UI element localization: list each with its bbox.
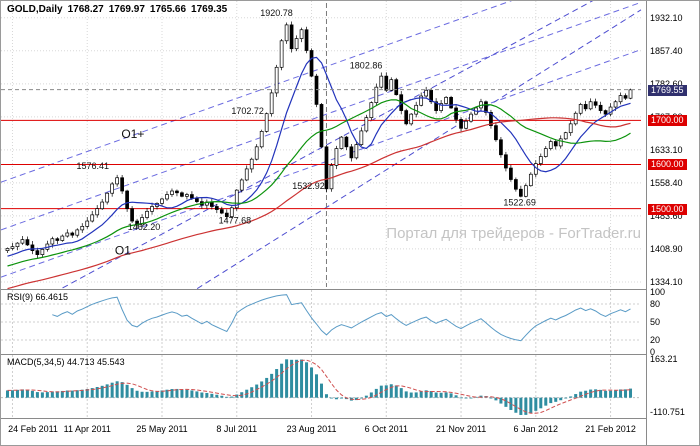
rsi-tick-label: 50 — [650, 317, 661, 327]
macd-min-label: -110.751 — [650, 407, 685, 417]
macd-signal-line — [7, 359, 631, 414]
price-tick-label: 1857.40 — [650, 46, 683, 56]
price-axis[interactable]: 1932.101857.401782.601707.901633.101558.… — [646, 1, 699, 445]
svg-text:O1: O1 — [115, 244, 131, 258]
symbol-name: GOLD,Daily — [7, 4, 63, 15]
macd-label: MACD(5,34,5) 44.713 45.543 — [7, 357, 125, 367]
svg-text:1477.68: 1477.68 — [219, 216, 252, 226]
date-tick-label: 6 Jan 2012 — [513, 424, 559, 434]
svg-text:1522.69: 1522.69 — [503, 198, 536, 208]
level-price-badge: 1700.00 — [648, 115, 687, 126]
watermark: Портал для трейдеров - ForTrader.ru — [386, 225, 641, 242]
quote-low: 1765.66 — [149, 4, 187, 15]
price-annotations: 1920.78 1802.86 1702.72 1576.41 1532.92 1477.… — [77, 8, 536, 258]
date-tick-label: 6 Oct 2011 — [364, 424, 408, 434]
price-tick-label: 1633.10 — [650, 145, 683, 155]
rsi-tick-label: 20 — [650, 335, 661, 345]
rsi-grid — [1, 290, 641, 354]
svg-text:1920.78: 1920.78 — [260, 8, 293, 18]
date-tick-label: 25 May 2011 — [136, 424, 188, 434]
date-tick-label: 23 Aug 2011 — [286, 424, 337, 434]
rsi-tick-label: 80 — [650, 299, 661, 309]
candles-layer — [5, 21, 633, 259]
svg-text:1532.92: 1532.92 — [292, 181, 325, 191]
current-price-badge: 1769.55 — [648, 85, 687, 96]
ma-fast-blue — [7, 56, 631, 257]
price-tick-label: 1558.40 — [650, 178, 683, 188]
ma-slow-red — [7, 117, 631, 289]
price-chart[interactable]: 1920.78 1802.86 1702.72 1576.41 1532.92 1477.… — [1, 1, 646, 289]
price-tick-label: 1483.60 — [650, 211, 683, 221]
date-tick-label: 21 Nov 2011 — [435, 424, 487, 434]
macd-panel[interactable] — [1, 355, 646, 418]
macd-max-label: 163.21 — [650, 354, 678, 364]
svg-text:O1+: O1+ — [121, 127, 144, 141]
quote-open: 1768.27 — [67, 4, 104, 15]
rsi-label: RSI(9) 66.4615 — [7, 292, 69, 302]
price-tick-label: 1782.60 — [650, 79, 683, 89]
svg-text:1802.86: 1802.86 — [350, 61, 383, 71]
price-tick-label: 1334.10 — [650, 277, 683, 287]
svg-text:1576.41: 1576.41 — [77, 161, 110, 171]
svg-text:1702.72: 1702.72 — [231, 106, 264, 116]
symbol-ohlc-label: GOLD,Daily 1768.27 1769.97 1765.66 1769.35 — [7, 4, 232, 15]
panel-separator[interactable] — [1, 354, 699, 355]
date-tick-label: 8 Jul 2011 — [216, 424, 258, 434]
quote-close: 1769.35 — [191, 4, 228, 15]
date-tick-label: 11 Apr 2011 — [63, 424, 111, 434]
rsi-tick-label: 0 — [650, 347, 656, 357]
quote-high: 1769.97 — [108, 4, 145, 15]
panel-separator — [1, 418, 699, 419]
ma-mid-green — [7, 99, 631, 267]
level-price-badge: 1500.00 — [648, 204, 687, 215]
level-price-badge: 1600.00 — [648, 159, 687, 170]
rsi-panel[interactable] — [1, 290, 646, 354]
rsi-line — [52, 294, 631, 342]
date-tick-label: 24 Feb 2011 — [8, 424, 58, 434]
svg-text:1462.20: 1462.20 — [128, 222, 161, 232]
time-axis[interactable]: 24 Feb 2011 11 Apr 2011 25 May 2011 8 Jul 2… — [1, 419, 646, 445]
rsi-tick-label: 100 — [650, 287, 666, 297]
date-tick-label: 21 Feb 2012 — [585, 424, 636, 434]
trendlines-layer[interactable] — [1, 1, 642, 289]
price-tick-label: 1932.10 — [650, 13, 683, 23]
panel-separator[interactable] — [1, 289, 699, 290]
price-tick-label: 1408.90 — [650, 244, 683, 254]
